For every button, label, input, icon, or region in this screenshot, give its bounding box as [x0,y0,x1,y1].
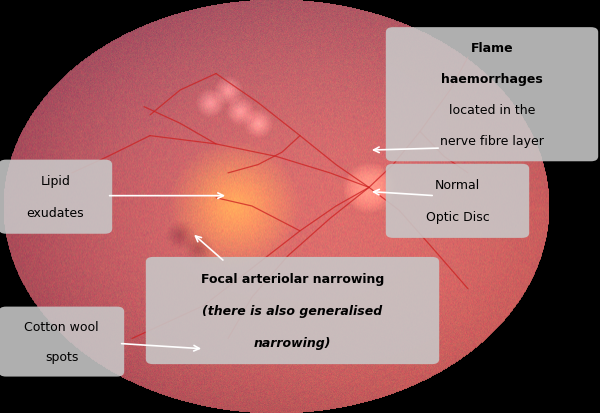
Text: (there is also generalised: (there is also generalised [202,304,383,317]
FancyBboxPatch shape [386,164,529,238]
Text: spots: spots [45,350,78,363]
Text: haemorrhages: haemorrhages [441,73,543,86]
Text: located in the: located in the [449,104,535,117]
FancyBboxPatch shape [0,307,124,377]
Text: Focal arteriolar narrowing: Focal arteriolar narrowing [201,272,384,285]
FancyBboxPatch shape [386,28,598,162]
Text: narrowing): narrowing) [254,337,331,350]
Text: Normal: Normal [435,179,480,192]
FancyBboxPatch shape [0,160,112,234]
Text: nerve fibre layer: nerve fibre layer [440,135,544,148]
Text: exudates: exudates [26,207,85,220]
Text: Cotton wool: Cotton wool [24,320,99,333]
Text: Optic Disc: Optic Disc [425,211,490,224]
Text: Flame: Flame [470,42,514,55]
FancyBboxPatch shape [146,257,439,364]
Text: Lipid: Lipid [41,175,70,188]
